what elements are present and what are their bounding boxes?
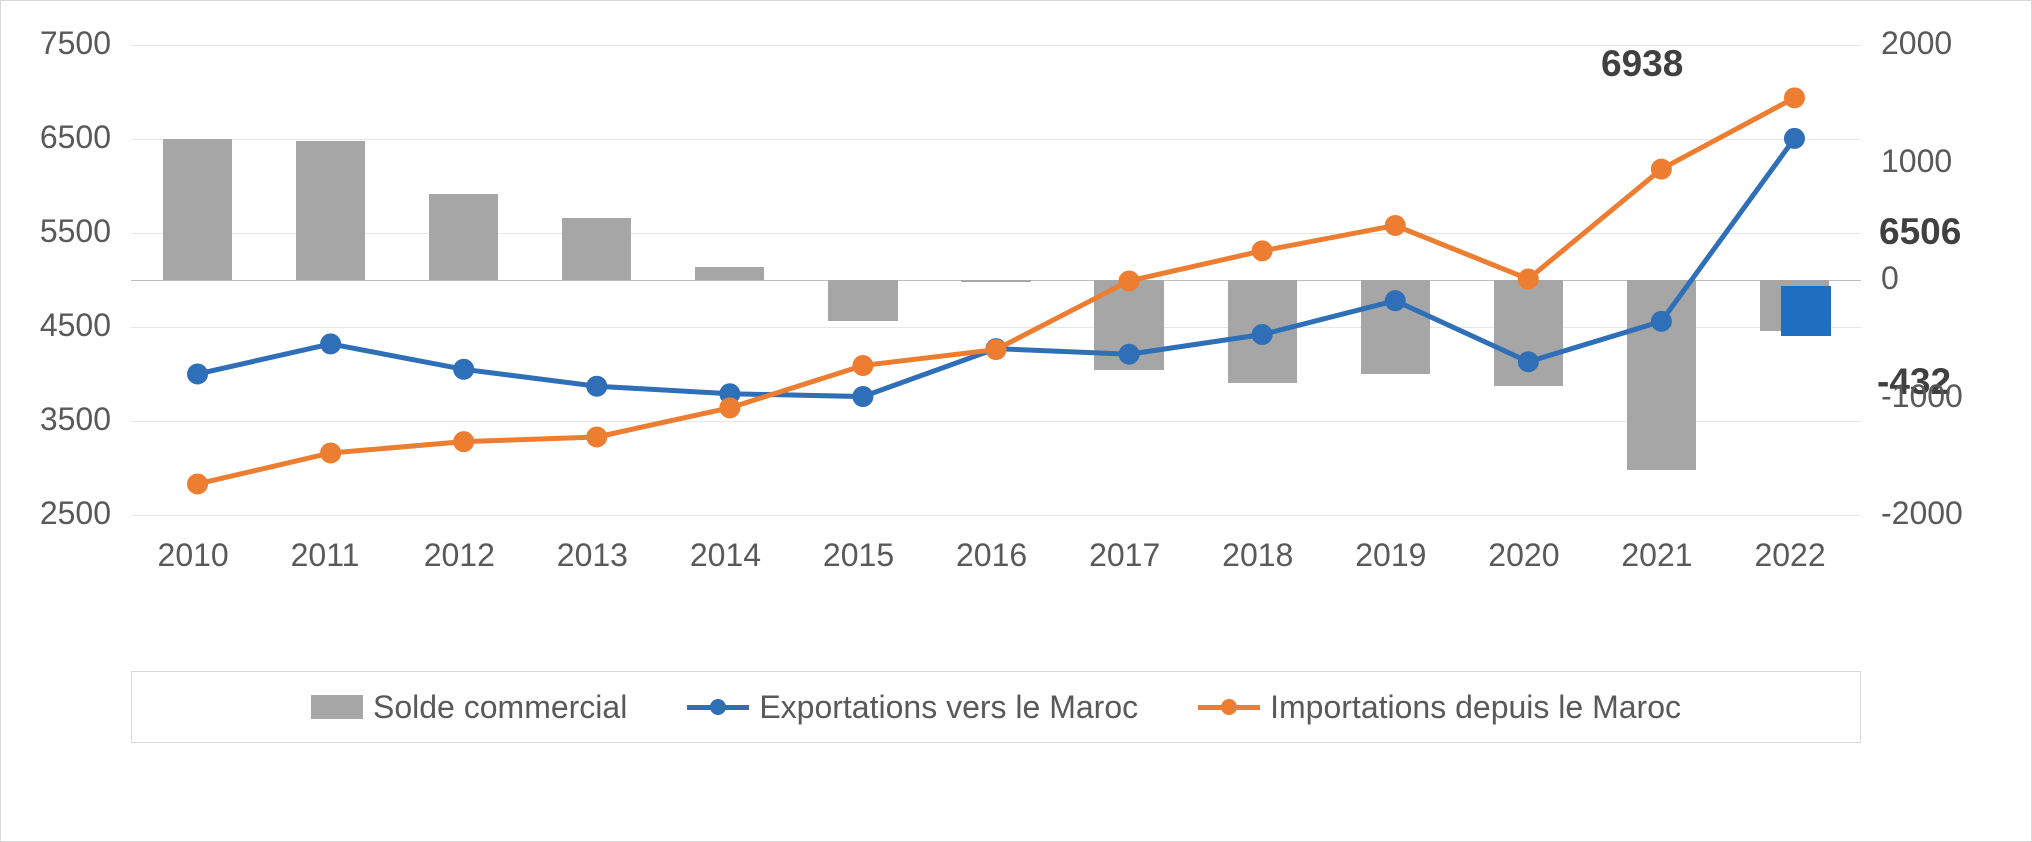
y-right-tick: 0 <box>1881 260 1899 297</box>
exports-marker <box>1253 326 1271 344</box>
legend-label: Importations depuis le Maroc <box>1270 689 1681 726</box>
imports-line <box>198 98 1795 484</box>
blue-square-marker <box>1781 286 1831 336</box>
imports-marker <box>588 428 606 446</box>
imports-marker <box>854 357 872 375</box>
legend-swatch-bar <box>311 695 363 719</box>
x-category: 2020 <box>1488 537 1559 574</box>
x-category: 2012 <box>424 537 495 574</box>
x-category: 2011 <box>291 537 360 574</box>
exports-marker <box>1519 353 1537 371</box>
y-right-tick: 2000 <box>1881 25 1952 62</box>
imports-marker <box>322 444 340 462</box>
y-left-tick: 7500 <box>40 25 111 62</box>
trade-chart: 6938 6506 -432 Solde commercialExportati… <box>0 0 2032 842</box>
imports-marker <box>1253 242 1271 260</box>
exports-marker <box>854 388 872 406</box>
imports-marker <box>455 433 473 451</box>
legend-swatch-line <box>1198 698 1260 716</box>
legend-item: Importations depuis le Maroc <box>1198 689 1681 726</box>
imports-marker <box>987 341 1005 359</box>
imports-marker <box>189 475 207 493</box>
imports-marker <box>1120 272 1138 290</box>
x-category: 2018 <box>1222 537 1293 574</box>
y-right-tick: -2000 <box>1881 495 1963 532</box>
imports-marker <box>1386 216 1404 234</box>
legend-label: Solde commercial <box>373 689 627 726</box>
legend-label: Exportations vers le Maroc <box>759 689 1138 726</box>
x-category: 2017 <box>1089 537 1160 574</box>
x-category: 2021 <box>1621 537 1692 574</box>
exports-marker <box>189 365 207 383</box>
y-left-tick: 5500 <box>40 213 111 250</box>
y-left-tick: 4500 <box>40 307 111 344</box>
legend-swatch-line <box>687 698 749 716</box>
exports-marker <box>1120 345 1138 363</box>
exports-marker <box>1652 312 1670 330</box>
y-left-tick: 3500 <box>40 401 111 438</box>
x-category: 2022 <box>1754 537 1825 574</box>
y-right-tick: -1000 <box>1881 378 1963 415</box>
imports-marker <box>721 399 739 417</box>
exports-marker <box>322 335 340 353</box>
x-category: 2010 <box>158 537 229 574</box>
plot-area <box>131 45 1861 515</box>
legend: Solde commercial Exportations vers le Mar… <box>131 671 1861 743</box>
lines-layer <box>131 45 1861 515</box>
gridline <box>131 515 1861 516</box>
exports-marker <box>1386 292 1404 310</box>
label-imports-end: 6938 <box>1601 43 1683 85</box>
legend-item: Exportations vers le Maroc <box>687 689 1138 726</box>
y-right-tick: 1000 <box>1881 143 1952 180</box>
x-category: 2014 <box>690 537 761 574</box>
x-category: 2019 <box>1355 537 1426 574</box>
exports-marker <box>455 360 473 378</box>
label-exports-end: 6506 <box>1879 211 1961 253</box>
imports-marker <box>1519 270 1537 288</box>
x-category: 2013 <box>557 537 628 574</box>
imports-marker <box>1785 89 1803 107</box>
exports-marker <box>588 377 606 395</box>
x-category: 2016 <box>956 537 1027 574</box>
y-left-tick: 2500 <box>40 495 111 532</box>
imports-marker <box>1652 160 1670 178</box>
x-category: 2015 <box>823 537 894 574</box>
legend-item: Solde commercial <box>311 689 627 726</box>
exports-marker <box>1785 129 1803 147</box>
y-left-tick: 6500 <box>40 119 111 156</box>
